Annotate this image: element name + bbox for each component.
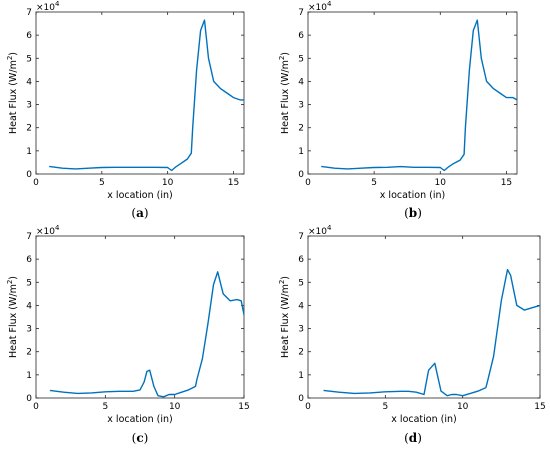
- panel-d-ytick-label-0: 0: [298, 394, 304, 404]
- panel-b-ytick-label-5: 5: [298, 54, 304, 64]
- panel-label-d: d: [408, 431, 418, 445]
- panel-b-ytick-label-4: 4: [298, 77, 304, 87]
- panel-label-b: b: [408, 206, 418, 220]
- panel-d-xtick-label-1: 5: [382, 402, 388, 412]
- panel-c-ylabel-sup: 2: [6, 280, 14, 284]
- panel-b-axes-box: [307, 11, 518, 175]
- panel-b-series-line-0: [321, 19, 518, 172]
- panel-c-exponent: ×104: [36, 224, 60, 237]
- panel-c-xtick-label-0: 0: [33, 402, 39, 412]
- panel-c-ylabel: Heat Flux (W/m2): [6, 276, 19, 358]
- panel-b-ylabel-sup: 2: [278, 56, 286, 60]
- panel-label-c: c: [136, 431, 144, 445]
- panel-d-ylabel-main: Heat Flux (W/m: [280, 284, 291, 358]
- panel-a-ylabel-tail: ): [8, 52, 19, 56]
- panel-c-ylabel-main: Heat Flux (W/m: [8, 284, 19, 358]
- panel-a-xlabel: x location (in): [107, 190, 172, 201]
- panel-b-ytick-label-6: 6: [298, 31, 304, 41]
- panel-b-ylabel: Heat Flux (W/m2): [278, 52, 291, 134]
- panel-b-ytick-label-2: 2: [298, 124, 304, 134]
- panel-b-ylabel-main: Heat Flux (W/m: [280, 60, 291, 134]
- panel-caption-b: (b): [404, 206, 422, 220]
- panel-a-exponent: ×104: [36, 0, 60, 13]
- panel-d-axes-box: [307, 235, 541, 399]
- panel-a-xtick-label-1: 5: [99, 178, 105, 188]
- panel-d-ytick-label-1: 1: [298, 371, 304, 381]
- panel-d-xtick-label-2: 10: [457, 402, 469, 412]
- panel-c-ytick-label-3: 3: [26, 325, 32, 335]
- panel-a-ytick-label-1: 1: [26, 147, 32, 157]
- panel-a-xtick-label-0: 0: [33, 178, 39, 188]
- panel-d-exponent-power: 4: [327, 224, 332, 232]
- panel-a-xtick-label-3: 15: [228, 178, 239, 188]
- panel-d-ytick-label-7: 7: [298, 232, 304, 242]
- panel-d-ytick-label-5: 5: [298, 278, 304, 288]
- panel-a-ytick-label-6: 6: [26, 31, 32, 41]
- panel-a-ytick-label-7: 7: [26, 8, 32, 18]
- panel-c-ytick-label-6: 6: [26, 255, 32, 265]
- panel-c-xtick-label-1: 5: [102, 402, 108, 412]
- panel-d-ytick-label-2: 2: [298, 348, 304, 358]
- panel-d-ylabel: Heat Flux (W/m2): [278, 276, 291, 358]
- panel-b-ytick-label-1: 1: [298, 147, 304, 157]
- panel-a-series-line-0: [49, 19, 244, 172]
- panel-d-ylabel-tail: ): [280, 276, 291, 280]
- panel-d-xlabel: x location (in): [391, 414, 456, 425]
- panel-c-axes-box: [35, 235, 245, 399]
- panel-b-xtick-label-1: 5: [371, 178, 377, 188]
- panel-b-ylabel-tail: ): [280, 52, 291, 56]
- panel-caption-a: (a): [131, 206, 149, 220]
- panel-c-ytick-label-2: 2: [26, 348, 32, 358]
- panel-caption-d: (d): [404, 431, 422, 445]
- panel-c-xtick-label-3: 15: [238, 402, 249, 412]
- panel-c-ylabel-tail: ): [8, 276, 19, 280]
- panel-a-xtick-label-2: 10: [162, 178, 174, 188]
- panel-b-xtick-label-3: 15: [501, 178, 512, 188]
- panel-d-xtick-label-0: 0: [305, 402, 311, 412]
- panel-a-exponent-power: 4: [55, 0, 60, 8]
- panel-b-ytick-label-7: 7: [298, 8, 304, 18]
- panel-d-series-line-0: [323, 268, 541, 397]
- panel-a-ylabel: Heat Flux (W/m2): [6, 52, 19, 134]
- panel-b-ytick-label-3: 3: [298, 101, 304, 111]
- panel-a-axes-box: [35, 11, 245, 175]
- panel-c-ytick-label-0: 0: [26, 394, 32, 404]
- panel-b-ytick-label-0: 0: [298, 170, 304, 180]
- panel-c-xtick-label-2: 10: [169, 402, 181, 412]
- panel-c-ytick-label-1: 1: [26, 371, 32, 381]
- panel-d-ytick-label-3: 3: [298, 325, 304, 335]
- panel-d-xtick-label-3: 15: [534, 402, 545, 412]
- panel-label-a: a: [136, 206, 144, 220]
- panel-d-exponent: ×104: [308, 224, 332, 237]
- panel-a-ytick-label-2: 2: [26, 124, 32, 134]
- panel-b-exponent-power: 4: [327, 0, 332, 8]
- panel-caption-c: (c): [131, 431, 149, 445]
- panel-a-ytick-label-5: 5: [26, 54, 32, 64]
- panel-a-ytick-label-3: 3: [26, 101, 32, 111]
- panel-c-ytick-label-5: 5: [26, 278, 32, 288]
- panel-c-xlabel: x location (in): [107, 414, 172, 425]
- panel-b-xtick-label-0: 0: [305, 178, 311, 188]
- panel-d-ytick-label-4: 4: [298, 301, 304, 311]
- panel-c-ytick-label-4: 4: [26, 301, 32, 311]
- panel-b-exponent: ×104: [308, 0, 332, 13]
- panel-c-series-line-0: [49, 271, 245, 398]
- panel-a-ytick-label-4: 4: [26, 77, 32, 87]
- panel-c-ytick-label-7: 7: [26, 232, 32, 242]
- panel-d-ytick-label-6: 6: [298, 255, 304, 265]
- panel-a-ylabel-main: Heat Flux (W/m: [8, 60, 19, 134]
- panel-c-exponent-power: 4: [55, 224, 60, 232]
- panel-b-xtick-label-2: 10: [435, 178, 447, 188]
- panel-b-xlabel: x location (in): [380, 190, 445, 201]
- panel-d-ylabel-sup: 2: [278, 280, 286, 284]
- panel-a-ytick-label-0: 0: [26, 170, 32, 180]
- panel-a-ylabel-sup: 2: [6, 56, 14, 60]
